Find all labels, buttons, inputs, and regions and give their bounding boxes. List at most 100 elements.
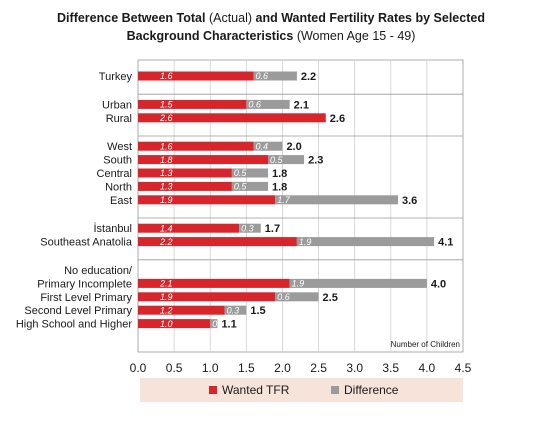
category-label: High School and Higher [16, 319, 133, 331]
category-label: North [105, 181, 132, 193]
bar-total-label: 1.1 [221, 319, 236, 331]
bar-wanted [138, 237, 297, 247]
bar-label-wanted: 1.5 [160, 100, 174, 110]
title-part-4: Background Characteristics [127, 29, 294, 43]
title-part-5: (Women Age 15 - 49) [297, 29, 416, 43]
bar-total-label: 1.8 [272, 168, 287, 180]
bar-label-difference: 0.3 [241, 223, 254, 233]
category-label: Central [97, 168, 132, 180]
bar-difference [231, 181, 268, 191]
category-label: East [110, 195, 132, 207]
bar-wanted [138, 168, 232, 178]
bar-wanted [138, 278, 290, 288]
bar-difference [289, 278, 427, 288]
bar-label-wanted: 1.0 [160, 319, 173, 329]
bar-difference [253, 141, 283, 151]
bar-wanted [138, 223, 240, 233]
bar-label-wanted: 1.9 [160, 195, 173, 205]
bar-label-difference: 0.6 [277, 292, 290, 302]
bar-label-difference: 0.6 [256, 71, 269, 81]
bar-label-difference: 0.5 [270, 155, 284, 165]
bar-difference [210, 319, 218, 329]
bar-label-wanted: 2.2 [159, 237, 173, 247]
bar-difference [275, 292, 319, 302]
bar-wanted [138, 99, 247, 109]
x-tick-label: 2.0 [274, 361, 291, 375]
category-label: South [103, 155, 132, 167]
bar-total-label: 2.0 [286, 141, 301, 153]
bar-difference [224, 305, 247, 315]
legend: Wanted TFR Difference [140, 378, 463, 402]
bar-wanted [138, 181, 232, 191]
legend-label-difference: Difference [344, 383, 399, 397]
bar-label-wanted: 1.3 [160, 182, 173, 192]
bar-total-label: 2.3 [308, 155, 323, 167]
category-label: Primary Incomplete [37, 278, 132, 290]
chart-title-line-1: Difference Between Total (Actual) and Wa… [57, 11, 485, 25]
category-label: First Level Primary [40, 292, 132, 304]
bar-wanted [138, 71, 254, 81]
x-tick-label: 3.0 [346, 361, 363, 375]
bar-total-label: 2.1 [294, 99, 309, 111]
x-tick-label: 4.5 [455, 361, 472, 375]
category-label: Southeast Anatolia [40, 237, 133, 249]
bar-label-difference: 0.1 [212, 319, 225, 329]
bar-label-wanted: 2.1 [159, 279, 173, 289]
category-label: West [107, 141, 132, 153]
category-label: Turkey [99, 71, 133, 83]
bar-label-difference: 1.7 [277, 195, 291, 205]
title-part-3: and Wanted Fertility Rates by Selected [256, 11, 485, 25]
x-tick-label: 0.0 [130, 361, 147, 375]
bar-difference [246, 99, 290, 109]
legend-label-wanted: Wanted TFR [222, 383, 290, 397]
bar-total-label: 2.2 [301, 71, 316, 83]
bar-wanted [138, 141, 254, 151]
bar-difference [296, 237, 435, 247]
bar-wanted [138, 113, 326, 123]
bar-label-difference: 1.9 [299, 237, 312, 247]
bar-label-wanted: 1.4 [160, 223, 173, 233]
bar-total-label: 4.0 [431, 278, 446, 290]
bar-wanted [138, 292, 276, 302]
bar-label-wanted: 2.6 [159, 113, 173, 123]
bar-total-label: 4.1 [438, 237, 453, 249]
x-tick-labels: 0.0 0.5 1.0 1.5 2.0 2.5 3.0 3.5 4.0 4.5 [130, 361, 472, 375]
bar-label-difference: 0.3 [227, 305, 240, 315]
bar-label-difference: 0.4 [256, 141, 269, 151]
category-label: İstanbul [93, 222, 132, 235]
bar-label-difference: 0.5 [234, 182, 248, 192]
bar-difference [231, 168, 268, 178]
x-tick-label: 4.0 [419, 361, 436, 375]
category-label: No education/ [64, 265, 133, 277]
bar-wanted [138, 305, 225, 315]
title-part-2: (Actual) [209, 11, 252, 25]
bar-total-label: 2.6 [330, 113, 345, 125]
bar-label-wanted: 1.9 [160, 292, 173, 302]
bar-label-wanted: 1.6 [160, 141, 173, 151]
category-label: Rural [106, 113, 132, 125]
bar-wanted [138, 319, 211, 329]
group-separators [138, 93, 463, 261]
chart-title-line-2: Background Characteristics (Women Age 15… [127, 29, 416, 43]
bar-label-difference: 1.9 [292, 279, 305, 289]
bar-wanted [138, 155, 268, 165]
bar-label-wanted: 1.8 [160, 155, 173, 165]
bar-label-difference: 0.6 [248, 100, 261, 110]
x-tick-label: 1.0 [202, 361, 219, 375]
bar-difference [275, 195, 398, 205]
category-label: Second Level Primary [24, 305, 132, 317]
x-tick-label: 1.5 [238, 361, 255, 375]
legend-swatch-wanted [209, 386, 217, 394]
bar-label-wanted: 1.3 [160, 168, 173, 178]
bar-difference [239, 223, 261, 233]
bar-total-label: 1.8 [272, 181, 287, 193]
bar-total-label: 2.5 [323, 292, 338, 304]
x-tick-label: 0.5 [166, 361, 183, 375]
axis-note: Number of Children [391, 340, 460, 349]
x-tick-label: 2.5 [310, 361, 327, 375]
bar-label-wanted: 1.2 [160, 305, 173, 315]
bar-label-difference: 0.5 [234, 168, 248, 178]
bar-difference [268, 155, 305, 165]
